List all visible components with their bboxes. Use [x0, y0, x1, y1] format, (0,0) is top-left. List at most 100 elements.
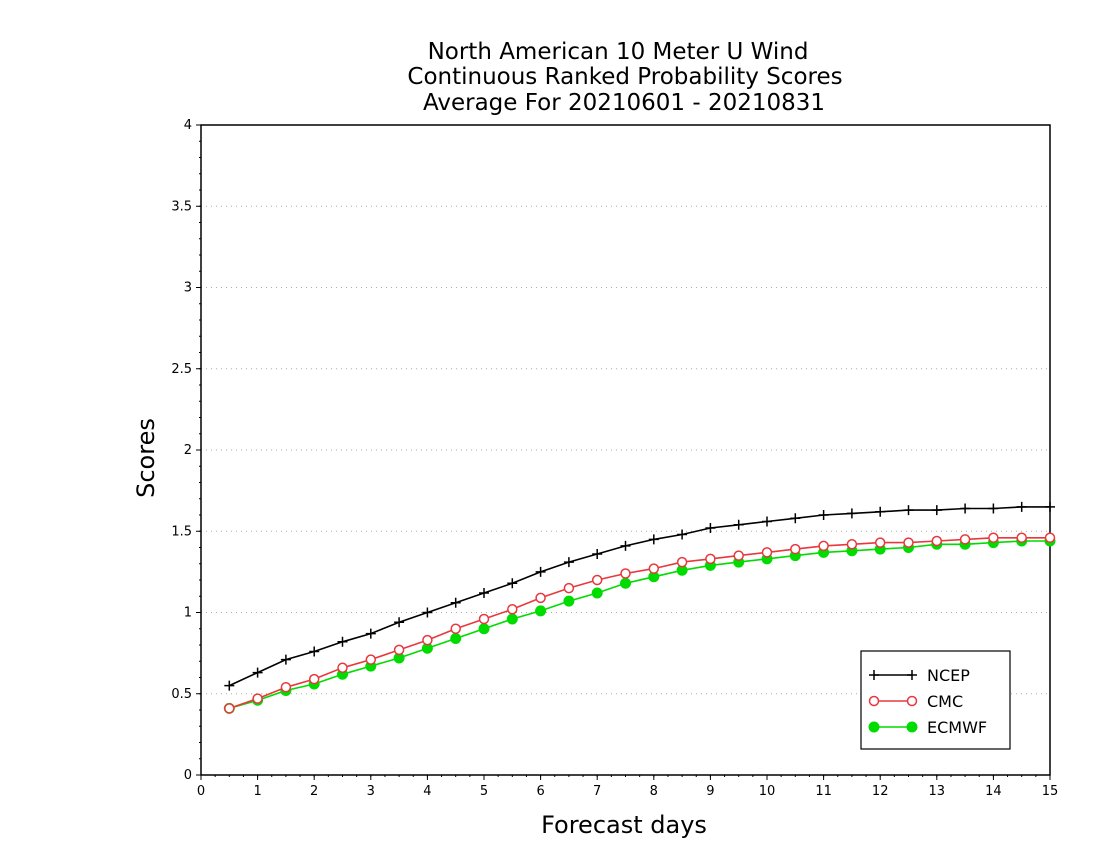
point-cmc	[903, 537, 914, 548]
point-cmc	[733, 550, 744, 561]
y-tick-label: 2	[184, 443, 192, 458]
point-cmc	[648, 563, 660, 574]
point-ncep	[365, 628, 376, 639]
text-layer: North American 10 Meter U Wind Continuou…	[132, 39, 843, 839]
point-cmc	[705, 553, 716, 565]
y-tick-label: 1	[184, 606, 192, 621]
legend-marker-ecmwf	[906, 721, 918, 733]
point-cmc	[224, 703, 235, 714]
point-ncep	[309, 646, 320, 657]
legend-label-ecmwf: ECMWF	[927, 718, 987, 737]
point-ncep	[818, 510, 829, 520]
point-cmc	[761, 547, 773, 558]
point-cmc	[620, 568, 631, 579]
point-ncep	[450, 597, 461, 608]
point-ncep	[252, 667, 263, 678]
point-ncep	[394, 617, 405, 628]
point-cmc	[563, 582, 575, 594]
point-cmc	[1016, 532, 1027, 543]
point-cmc	[422, 634, 433, 646]
point-cmc	[393, 644, 405, 656]
x-tick-label: 15	[1042, 784, 1059, 799]
point-ncep	[648, 534, 659, 545]
legend-item-cmc: CMC	[868, 692, 963, 711]
legend-box	[860, 650, 1011, 750]
x-tick-label: 4	[423, 784, 431, 799]
legend-marker-ecmwf	[868, 721, 880, 733]
point-ecmwf	[591, 587, 603, 599]
point-ncep	[762, 516, 772, 527]
point-cmc	[365, 654, 377, 665]
x-axis-title: Forecast days	[541, 811, 707, 839]
legend-marker-ncep	[869, 670, 879, 680]
chart-title-line-2: Continuous Ranked Probability Scores	[407, 64, 842, 90]
x-tick-label: 10	[759, 784, 776, 799]
x-tick-label: 13	[929, 784, 946, 799]
point-cmc	[818, 540, 829, 552]
x-tick-label: 7	[593, 784, 601, 799]
legend-item-ncep: NCEP	[869, 666, 970, 685]
y-tick-label: 2.5	[171, 362, 192, 377]
point-ncep	[337, 636, 348, 647]
legend-label-cmc: CMC	[927, 692, 963, 711]
point-ncep	[1045, 501, 1055, 512]
point-ncep	[931, 505, 942, 516]
x-tick-label: 0	[197, 784, 205, 799]
point-cmc	[931, 535, 943, 547]
y-tick-label: 0.5	[171, 687, 192, 702]
x-tick-label: 9	[706, 784, 714, 799]
point-cmc	[1044, 532, 1056, 543]
x-tick-label: 8	[650, 784, 658, 799]
point-cmc	[874, 537, 886, 548]
legend-item-ecmwf: ECMWF	[868, 718, 987, 737]
x-tick-label: 12	[872, 784, 889, 799]
point-ecmwf	[563, 595, 575, 607]
point-cmc	[988, 532, 999, 543]
point-cmc	[478, 613, 490, 625]
chart-title-line-1: North American 10 Meter U Wind	[428, 39, 809, 65]
axes-layer: 00.511.522.533.540 1 2 3 4 5 6 7 8 9 10 11 12 13 14 15	[171, 118, 1058, 799]
point-ncep	[1016, 501, 1027, 512]
point-cmc	[280, 682, 292, 693]
point-cmc	[252, 693, 263, 704]
series-layer	[223, 501, 1056, 714]
series-cmc	[224, 532, 1056, 714]
point-ncep	[677, 529, 688, 540]
point-ncep	[705, 523, 716, 533]
point-ncep	[846, 508, 857, 519]
x-tick-label: 14	[985, 784, 1002, 799]
point-ncep	[620, 540, 631, 551]
y-axis-title: Scores	[132, 418, 160, 498]
point-ncep	[479, 588, 489, 598]
series-ncep	[224, 501, 1055, 691]
y-tick-label: 4	[184, 118, 192, 133]
point-cmc	[676, 556, 688, 568]
point-ncep	[903, 505, 914, 516]
point-ecmwf	[450, 633, 462, 644]
point-cmc	[535, 592, 546, 604]
x-tick-label: 1	[253, 784, 261, 799]
point-cmc	[308, 673, 320, 685]
point-ncep	[790, 513, 801, 524]
point-ecmwf	[535, 605, 547, 617]
legend: NCEP CMC ECMWF	[860, 650, 1011, 750]
chart-title-line-3: Average For 20210601 - 20210831	[423, 90, 825, 116]
point-ncep	[224, 680, 235, 691]
x-tick-label: 11	[815, 784, 832, 799]
point-ncep	[563, 557, 574, 568]
y-tick-label: 0	[184, 768, 192, 783]
point-ecmwf	[478, 623, 490, 635]
point-ncep	[733, 519, 744, 530]
point-cmc	[450, 623, 461, 634]
x-tick-label: 5	[480, 784, 488, 799]
legend-label-ncep: NCEP	[927, 666, 970, 685]
y-tick-label: 3	[184, 281, 192, 296]
x-tick-label: 2	[310, 784, 318, 799]
point-ecmwf	[620, 577, 631, 589]
point-ncep	[535, 566, 546, 577]
point-ncep	[592, 549, 603, 559]
point-cmc	[337, 662, 348, 673]
legend-marker-cmc	[868, 695, 880, 707]
